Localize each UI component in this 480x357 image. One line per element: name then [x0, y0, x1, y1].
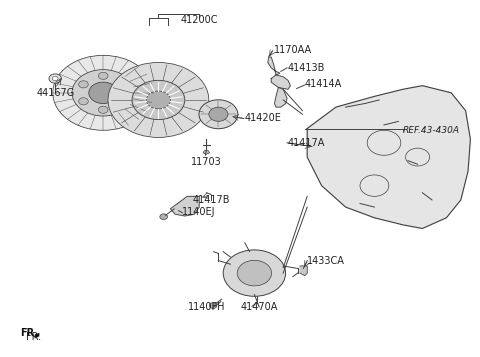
Circle shape: [209, 303, 217, 308]
Circle shape: [146, 91, 170, 109]
Polygon shape: [170, 196, 199, 216]
Polygon shape: [271, 75, 290, 89]
Circle shape: [132, 80, 185, 120]
Circle shape: [223, 250, 286, 296]
Text: FR.: FR.: [20, 328, 38, 338]
Text: FR.: FR.: [26, 332, 42, 342]
Circle shape: [118, 81, 128, 88]
Text: 44167G: 44167G: [36, 88, 74, 98]
Text: 41413B: 41413B: [288, 63, 325, 73]
Text: REF.43-430A: REF.43-430A: [403, 126, 460, 135]
Text: 1140FH: 1140FH: [188, 302, 225, 312]
Polygon shape: [35, 333, 39, 338]
Circle shape: [72, 70, 134, 116]
Circle shape: [108, 62, 209, 137]
Circle shape: [237, 260, 272, 286]
Text: 11703: 11703: [191, 157, 222, 167]
Text: 1140EJ: 1140EJ: [182, 207, 216, 217]
Circle shape: [89, 82, 118, 104]
Circle shape: [52, 76, 58, 81]
Circle shape: [79, 81, 88, 88]
Polygon shape: [203, 151, 210, 154]
Circle shape: [209, 107, 228, 121]
Text: 41200C: 41200C: [180, 15, 218, 25]
Text: 1433CA: 1433CA: [307, 256, 345, 266]
Circle shape: [53, 55, 154, 130]
Text: 41414A: 41414A: [305, 79, 342, 89]
Polygon shape: [275, 87, 287, 107]
Circle shape: [199, 100, 238, 129]
Circle shape: [49, 74, 61, 83]
Text: 41417B: 41417B: [192, 195, 230, 205]
Polygon shape: [300, 266, 307, 276]
Circle shape: [98, 72, 108, 80]
Circle shape: [160, 214, 168, 220]
Circle shape: [98, 106, 108, 114]
Circle shape: [118, 98, 128, 105]
Text: 41470A: 41470A: [240, 302, 278, 312]
Polygon shape: [307, 86, 470, 228]
Polygon shape: [268, 57, 280, 75]
Text: 41417A: 41417A: [288, 138, 325, 148]
Circle shape: [79, 98, 88, 105]
Text: 41420E: 41420E: [245, 113, 282, 123]
Text: 1170AA: 1170AA: [274, 45, 312, 55]
